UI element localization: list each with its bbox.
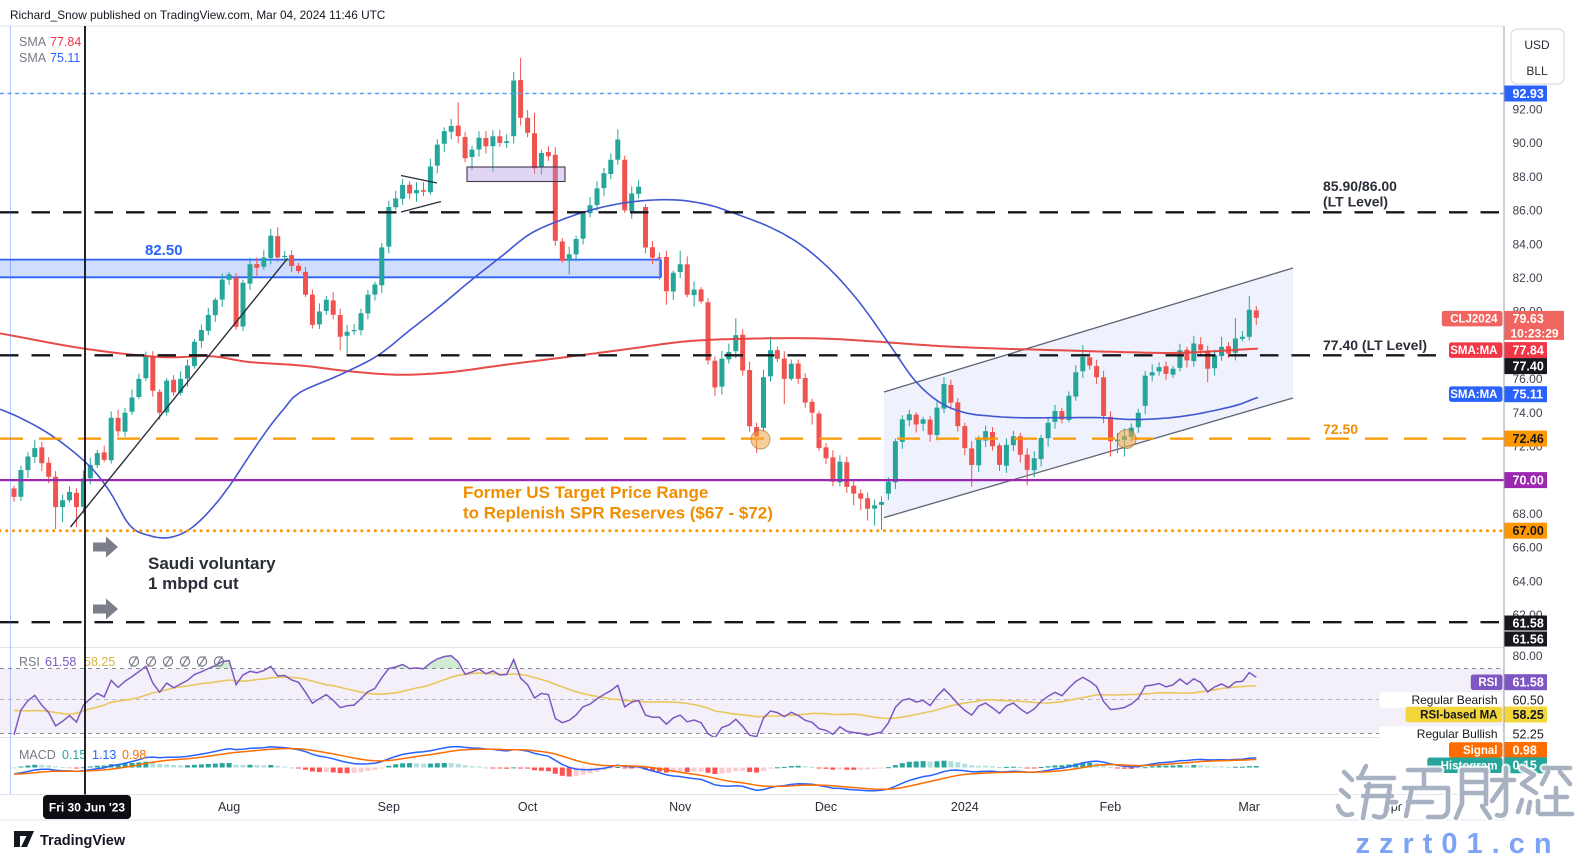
svg-text:70.00: 70.00 — [1513, 474, 1544, 488]
svg-text:Oct: Oct — [518, 800, 538, 814]
svg-text:Regular Bullish: Regular Bullish — [1417, 727, 1498, 741]
svg-text:80.00: 80.00 — [1513, 649, 1543, 663]
svg-text:61.56: 61.56 — [1513, 632, 1544, 646]
svg-text:Sep: Sep — [378, 800, 400, 814]
svg-text:Regular Bearish: Regular Bearish — [1411, 693, 1497, 707]
svg-text:92.00: 92.00 — [1513, 102, 1543, 116]
svg-text:82.00: 82.00 — [1513, 271, 1543, 285]
svg-text:Mar: Mar — [1238, 800, 1260, 814]
svg-text:0.98: 0.98 — [1513, 743, 1537, 757]
svg-text:85.90/86.00: 85.90/86.00 — [1323, 178, 1397, 194]
svg-text:64.00: 64.00 — [1513, 575, 1543, 589]
svg-text:Dec: Dec — [815, 800, 837, 814]
svg-text:Aug: Aug — [218, 800, 240, 814]
svg-text:75.11: 75.11 — [1513, 388, 1544, 402]
svg-text:USD: USD — [1524, 38, 1550, 52]
svg-text:58.25: 58.25 — [1513, 708, 1544, 722]
svg-text:Richard_Snow published on Trad: Richard_Snow published on TradingView.co… — [10, 8, 386, 22]
svg-text:CLJ2024: CLJ2024 — [1450, 314, 1498, 326]
svg-text:66.00: 66.00 — [1513, 541, 1543, 555]
svg-text:60.50: 60.50 — [1513, 693, 1544, 707]
svg-text:72.50: 72.50 — [1323, 421, 1358, 437]
svg-text:Signal: Signal — [1463, 745, 1498, 757]
svg-text:zzrt01.cn: zzrt01.cn — [1355, 828, 1560, 857]
svg-text:76.00: 76.00 — [1513, 372, 1543, 386]
svg-text:74.00: 74.00 — [1513, 406, 1543, 420]
svg-text:SMA:MA: SMA:MA — [1450, 389, 1497, 401]
svg-text:72.46: 72.46 — [1513, 432, 1544, 446]
svg-text:SMA: SMA — [19, 35, 47, 49]
svg-text:77.40 (LT Level): 77.40 (LT Level) — [1323, 337, 1427, 353]
svg-text:Former US Target Price Range: Former US Target Price Range — [463, 483, 708, 502]
svg-text:52.25: 52.25 — [1513, 727, 1544, 741]
svg-text:SMA:MA: SMA:MA — [1450, 345, 1497, 357]
svg-text:to Replenish SPR Reserves ($67: to Replenish SPR Reserves ($67 - $72) — [463, 504, 773, 523]
svg-text:82.50: 82.50 — [145, 242, 183, 259]
svg-text:86.00: 86.00 — [1513, 204, 1543, 218]
svg-text:10:23:29: 10:23:29 — [1511, 326, 1559, 340]
svg-text:61.58: 61.58 — [1513, 616, 1544, 630]
svg-text:SMA: SMA — [19, 51, 47, 65]
svg-text:0.15: 0.15 — [62, 748, 86, 762]
svg-text:0.98: 0.98 — [122, 748, 146, 762]
svg-text:77.84: 77.84 — [50, 35, 81, 49]
svg-text:1.13: 1.13 — [92, 748, 116, 762]
svg-text:92.93: 92.93 — [1513, 87, 1544, 101]
svg-text:RSI: RSI — [1478, 677, 1497, 689]
svg-text:MACD: MACD — [19, 748, 56, 762]
svg-text:75.11: 75.11 — [50, 51, 80, 65]
svg-text:67.00: 67.00 — [1513, 524, 1544, 538]
svg-text:Saudi voluntary: Saudi voluntary — [148, 554, 276, 573]
svg-text:Nov: Nov — [669, 800, 692, 814]
svg-text:58.25: 58.25 — [84, 655, 115, 669]
svg-text:88.00: 88.00 — [1513, 170, 1543, 184]
svg-text:Feb: Feb — [1100, 800, 1122, 814]
svg-text:RSI: RSI — [19, 655, 40, 669]
svg-text:77.40: 77.40 — [1513, 360, 1544, 374]
svg-text:77.84: 77.84 — [1513, 344, 1544, 358]
svg-text:84.00: 84.00 — [1513, 237, 1543, 251]
svg-text:61.58: 61.58 — [45, 655, 76, 669]
svg-text:2024: 2024 — [951, 800, 979, 814]
svg-text:1 mbpd cut: 1 mbpd cut — [148, 574, 239, 593]
svg-text:68.00: 68.00 — [1513, 507, 1543, 521]
svg-text:BLL: BLL — [1526, 64, 1548, 78]
svg-text:(LT Level): (LT Level) — [1323, 194, 1388, 210]
svg-text:90.00: 90.00 — [1513, 136, 1543, 150]
svg-text:61.58: 61.58 — [1513, 676, 1544, 690]
svg-text:TradingView: TradingView — [40, 833, 126, 849]
svg-text:Fri 30 Jun '23: Fri 30 Jun '23 — [49, 801, 126, 815]
svg-text:RSI-based MA: RSI-based MA — [1420, 710, 1497, 722]
svg-text:79.63: 79.63 — [1513, 312, 1544, 326]
